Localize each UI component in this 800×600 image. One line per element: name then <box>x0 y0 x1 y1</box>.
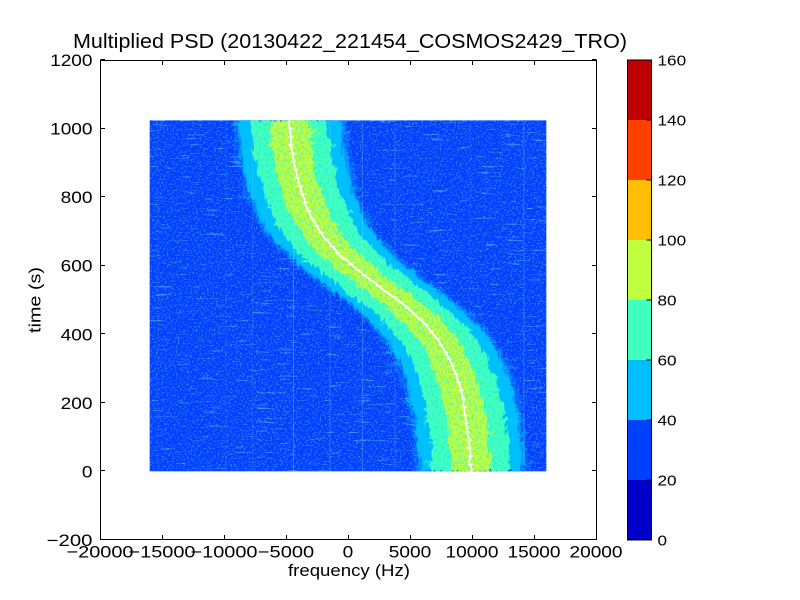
svg-text:1000: 1000 <box>50 120 92 139</box>
svg-text:100: 100 <box>658 233 687 250</box>
svg-text:40: 40 <box>658 413 677 430</box>
svg-text:20000: 20000 <box>570 543 623 562</box>
svg-text:−200: −200 <box>47 531 93 550</box>
svg-text:140: 140 <box>658 113 687 130</box>
svg-text:1200: 1200 <box>50 51 92 70</box>
svg-text:−15000: −15000 <box>129 543 196 562</box>
svg-text:400: 400 <box>61 325 93 344</box>
svg-text:−20000: −20000 <box>67 543 134 562</box>
svg-text:5000: 5000 <box>389 543 431 562</box>
svg-text:120: 120 <box>658 173 687 190</box>
svg-text:time (s): time (s) <box>26 267 45 333</box>
svg-text:15000: 15000 <box>508 543 561 562</box>
svg-text:200: 200 <box>61 394 93 413</box>
svg-text:0: 0 <box>343 543 354 562</box>
svg-text:60: 60 <box>658 353 677 370</box>
svg-text:20: 20 <box>658 473 677 490</box>
svg-text:600: 600 <box>61 257 93 276</box>
svg-text:0: 0 <box>658 533 668 550</box>
svg-text:800: 800 <box>61 188 93 207</box>
svg-text:frequency (Hz): frequency (Hz) <box>288 561 410 580</box>
svg-text:−10000: −10000 <box>191 543 258 562</box>
svg-text:0: 0 <box>82 462 93 481</box>
svg-text:10000: 10000 <box>446 543 499 562</box>
svg-text:80: 80 <box>658 293 677 310</box>
svg-text:160: 160 <box>658 53 687 70</box>
svg-text:−5000: −5000 <box>258 543 314 562</box>
svg-text:Multiplied PSD (20130422_22145: Multiplied PSD (20130422_221454_COSMOS24… <box>73 31 627 53</box>
